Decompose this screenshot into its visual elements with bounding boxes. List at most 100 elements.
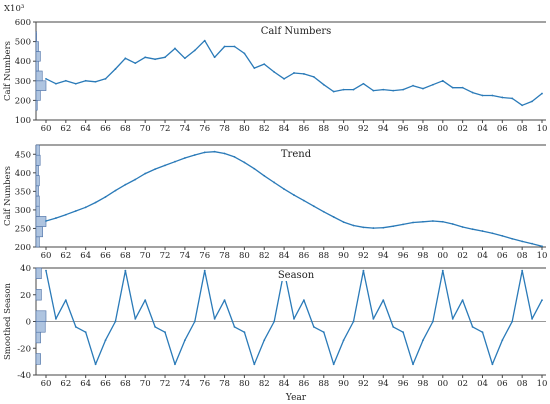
x-tick-label: 00 bbox=[437, 251, 448, 261]
x-tick-label: 90 bbox=[338, 379, 349, 389]
x-tick-label: 88 bbox=[318, 124, 329, 134]
data-point bbox=[114, 189, 117, 192]
y-tick-label: 500 bbox=[15, 38, 31, 48]
x-tick-label: 62 bbox=[60, 379, 71, 389]
x-tick-label: 90 bbox=[338, 124, 349, 134]
data-point bbox=[541, 92, 543, 95]
x-tick-label: 72 bbox=[160, 379, 171, 389]
x-tick-label: 92 bbox=[358, 379, 369, 389]
data-point bbox=[491, 363, 494, 366]
data-point bbox=[481, 230, 484, 232]
x-tick-label: 06 bbox=[497, 124, 508, 134]
y-tick-label: 300 bbox=[15, 77, 31, 87]
x-tick-label: 04 bbox=[477, 379, 488, 389]
histogram-bar bbox=[35, 236, 40, 248]
histogram-bar bbox=[35, 80, 47, 91]
x-tick-label: 04 bbox=[477, 124, 488, 134]
data-point bbox=[213, 150, 216, 153]
data-point bbox=[322, 331, 325, 334]
x-tick-label: 86 bbox=[299, 251, 310, 261]
data-point bbox=[203, 151, 206, 154]
data-point bbox=[94, 363, 97, 366]
data-point bbox=[521, 269, 524, 272]
data-point bbox=[193, 320, 196, 323]
x-tick-label: 98 bbox=[418, 251, 429, 261]
x-tick-label: 04 bbox=[477, 251, 488, 261]
data-point bbox=[511, 237, 514, 240]
data-point bbox=[501, 339, 504, 342]
x-tick-label: 08 bbox=[517, 379, 528, 389]
x-tick-label: 92 bbox=[358, 251, 369, 261]
x-tick-label: 68 bbox=[120, 124, 131, 134]
data-point bbox=[521, 240, 524, 243]
data-point bbox=[501, 96, 504, 99]
x-tick-label: 96 bbox=[398, 251, 409, 261]
data-point bbox=[392, 89, 395, 92]
data-point bbox=[104, 339, 107, 342]
histogram-bar bbox=[35, 41, 39, 52]
x-tick-label: 02 bbox=[457, 124, 468, 134]
data-point bbox=[461, 226, 464, 228]
histogram-bar bbox=[35, 165, 39, 176]
data-point bbox=[64, 79, 67, 82]
histogram-bar bbox=[35, 267, 42, 279]
data-point bbox=[362, 82, 365, 85]
data-point bbox=[451, 317, 454, 320]
data-point bbox=[233, 325, 236, 328]
x-tick-label: 06 bbox=[497, 379, 508, 389]
data-point bbox=[412, 221, 414, 224]
data-point bbox=[402, 223, 405, 226]
x-tick-label: 64 bbox=[80, 379, 91, 389]
x-tick-label: 62 bbox=[60, 124, 71, 134]
data-point bbox=[531, 100, 533, 103]
y-tick-label: 350 bbox=[15, 187, 31, 197]
data-point bbox=[233, 45, 236, 48]
data-point bbox=[213, 56, 216, 59]
data-point bbox=[521, 104, 524, 107]
data-point bbox=[312, 325, 315, 328]
data-point bbox=[431, 83, 434, 86]
data-point bbox=[263, 63, 266, 66]
data-point bbox=[203, 269, 206, 272]
y-tick-label: 40 bbox=[20, 264, 31, 274]
x-tick-label: 60 bbox=[41, 124, 52, 134]
data-point bbox=[372, 227, 375, 229]
data-point bbox=[174, 160, 176, 163]
data-point bbox=[362, 269, 365, 272]
data-point bbox=[154, 58, 157, 61]
y-tick-label: 100 bbox=[15, 116, 31, 126]
x-tick-label: 10 bbox=[537, 251, 548, 261]
data-point bbox=[164, 56, 166, 59]
data-point bbox=[124, 269, 127, 272]
data-point bbox=[471, 228, 474, 231]
data-point bbox=[144, 299, 147, 301]
data-point bbox=[84, 206, 87, 209]
histogram-bar bbox=[35, 175, 40, 187]
data-point bbox=[134, 317, 137, 320]
data-point bbox=[471, 91, 474, 94]
data-point bbox=[273, 71, 276, 73]
panel-title: Calf Numbers bbox=[261, 26, 332, 37]
data-point bbox=[233, 155, 236, 158]
data-point bbox=[253, 67, 256, 69]
data-point bbox=[273, 181, 276, 184]
data-point bbox=[104, 77, 107, 80]
x-tick-label: 82 bbox=[259, 124, 270, 134]
data-point bbox=[402, 331, 405, 334]
data-point bbox=[263, 174, 266, 177]
histogram-bar bbox=[35, 226, 43, 238]
panel-title-backing bbox=[276, 148, 316, 160]
x-tick-label: 98 bbox=[418, 124, 429, 134]
histogram-bar bbox=[35, 185, 39, 197]
data-point bbox=[64, 299, 67, 301]
y-tick-label: 600 bbox=[15, 18, 31, 28]
data-point bbox=[303, 299, 305, 301]
histogram-bar bbox=[35, 205, 40, 217]
data-point bbox=[531, 317, 533, 320]
x-tick-label: 82 bbox=[259, 251, 270, 261]
data-point bbox=[422, 339, 424, 342]
x-tick-label: 72 bbox=[160, 124, 171, 134]
series-line bbox=[45, 151, 543, 247]
data-point bbox=[213, 317, 216, 320]
